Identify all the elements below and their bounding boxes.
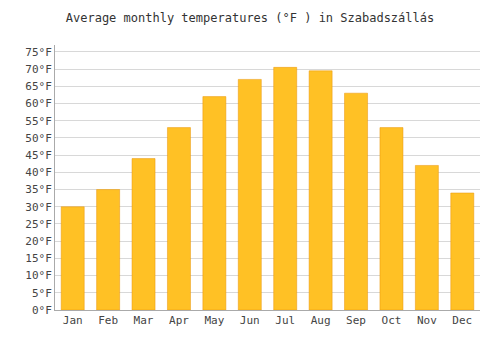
svg-text:Nov: Nov: [417, 314, 437, 327]
svg-text:45°F: 45°F: [25, 149, 52, 162]
svg-text:65°F: 65°F: [25, 80, 52, 93]
svg-text:40°F: 40°F: [25, 166, 52, 179]
svg-text:15°F: 15°F: [25, 252, 52, 265]
svg-text:Dec: Dec: [452, 314, 472, 327]
svg-text:55°F: 55°F: [25, 115, 52, 128]
svg-text:10°F: 10°F: [25, 269, 52, 282]
svg-text:0°F: 0°F: [32, 304, 52, 317]
svg-text:Mar: Mar: [134, 314, 154, 327]
svg-text:60°F: 60°F: [25, 97, 52, 110]
svg-text:Feb: Feb: [98, 314, 118, 327]
svg-text:Jul: Jul: [275, 314, 295, 327]
svg-text:Apr: Apr: [169, 314, 189, 327]
svg-text:20°F: 20°F: [25, 235, 52, 248]
svg-text:35°F: 35°F: [25, 183, 52, 196]
svg-text:25°F: 25°F: [25, 218, 52, 231]
svg-text:Sep: Sep: [346, 314, 366, 327]
svg-text:50°F: 50°F: [25, 132, 52, 145]
svg-text:Oct: Oct: [382, 314, 402, 327]
svg-text:70°F: 70°F: [25, 63, 52, 76]
svg-text:May: May: [204, 314, 224, 327]
svg-text:Average monthly temperatures (: Average monthly temperatures (°F ) in Sz…: [66, 11, 434, 25]
svg-text:Jan: Jan: [63, 314, 83, 327]
svg-text:Aug: Aug: [311, 314, 331, 327]
svg-text:Jun: Jun: [240, 314, 260, 327]
svg-text:30°F: 30°F: [25, 201, 52, 214]
svg-text:5°F: 5°F: [32, 287, 52, 300]
svg-text:75°F: 75°F: [25, 46, 52, 59]
